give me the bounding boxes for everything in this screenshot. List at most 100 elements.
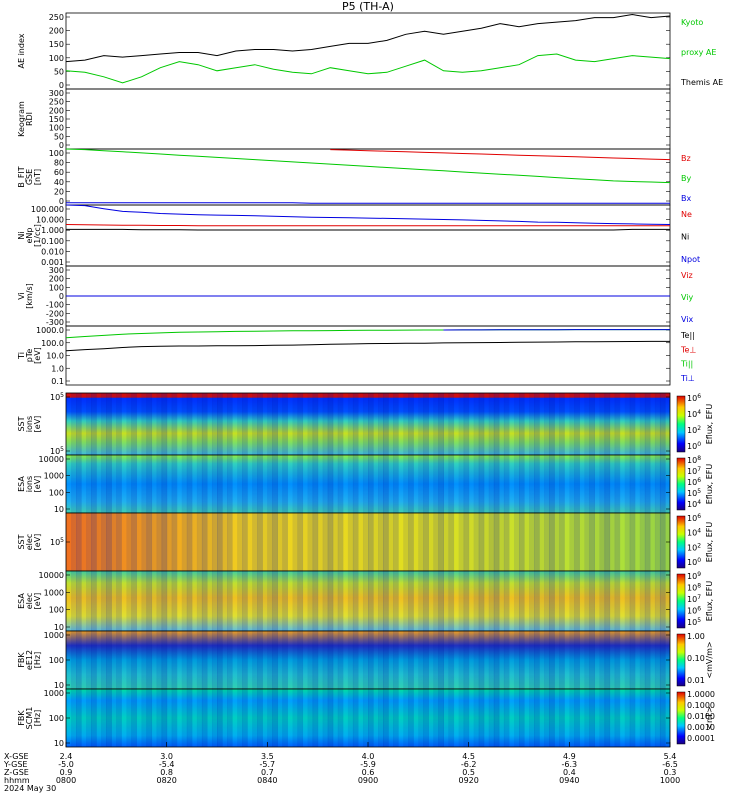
- heatmap-stripe: [458, 513, 465, 571]
- heatmap-stripe: [519, 513, 525, 571]
- heatmap-stripe: [111, 689, 117, 747]
- heatmap-stripe: [106, 689, 112, 747]
- heatmap-stripe: [393, 571, 399, 631]
- heatmap-stripe: [433, 631, 439, 689]
- heatmap-stripe: [574, 631, 580, 689]
- heatmap-stripe: [211, 631, 218, 689]
- heatmap-stripe: [237, 513, 243, 571]
- heatmap-stripe: [438, 455, 444, 513]
- heatmap-stripe: [322, 689, 329, 747]
- heatmap-stripe: [469, 455, 475, 513]
- heatmap-stripe: [161, 455, 168, 513]
- heatmap-stripe: [347, 513, 354, 571]
- heatmap-stripe: [423, 393, 429, 455]
- heatmap-stripe: [534, 393, 540, 455]
- heatmap-stripe: [574, 513, 580, 571]
- heatmap-stripe: [433, 455, 439, 513]
- heatmap-stripe: [554, 513, 560, 571]
- y-tick-label: 100: [49, 656, 64, 665]
- heatmap-stripe: [539, 393, 545, 455]
- heatmap-stripe: [303, 631, 309, 689]
- heatmap-stripe: [544, 513, 550, 571]
- x-tick-hhmm: 0840: [257, 776, 277, 785]
- heatmap-stripe: [635, 571, 641, 631]
- heatmap-stripe: [544, 571, 550, 631]
- heatmap-stripe: [469, 571, 475, 631]
- heatmap-stripe: [524, 455, 530, 513]
- heatmap-stripe: [242, 689, 248, 747]
- heatmap-stripe: [186, 689, 193, 747]
- heatmap-stripe: [81, 631, 87, 689]
- heatmap-stripe: [458, 631, 465, 689]
- heatmap-stripe: [524, 571, 530, 631]
- heatmap-stripe: [433, 689, 439, 747]
- y-axis-label: [eV]: [33, 347, 42, 364]
- heatmap-stripe: [614, 571, 621, 631]
- heatmap-stripe: [303, 455, 309, 513]
- heatmap-stripe: [237, 689, 243, 747]
- heatmap-stripe: [166, 689, 173, 747]
- y-axis-label: elec: [25, 534, 34, 550]
- heatmap-stripe: [599, 631, 606, 689]
- heatmap-stripe: [337, 393, 344, 455]
- heatmap-stripe: [388, 689, 394, 747]
- heatmap-stripe: [408, 571, 414, 631]
- heatmap-stripe: [639, 455, 646, 513]
- heatmap-stripe: [116, 631, 122, 689]
- heatmap-stripe: [358, 571, 364, 631]
- heatmap-stripe: [282, 689, 288, 747]
- x-tick-zgse: 0.7: [261, 768, 274, 777]
- heatmap-stripe: [579, 689, 585, 747]
- heatmap-stripe: [292, 571, 299, 631]
- panel-frame: [65, 12, 671, 90]
- colorbar-tick-label: 102: [687, 425, 701, 435]
- heatmap-stripe: [659, 689, 666, 747]
- heatmap-stripe: [96, 393, 102, 455]
- colorbar-label: <mV/m>: [705, 641, 714, 678]
- heatmap-stripe: [513, 393, 520, 455]
- y-tick-label: 20: [54, 187, 64, 196]
- panel-ae: 250 200 150 100 50 0 AE index Kyoto proxy AE Them…: [17, 12, 723, 90]
- heatmap-stripe: [659, 513, 666, 571]
- heatmap-stripe: [252, 513, 258, 571]
- y-axis-label: SST: [17, 534, 26, 549]
- y-tick-label: 100: [49, 149, 64, 158]
- heatmap-stripe: [388, 631, 394, 689]
- heatmap-stripe: [211, 689, 218, 747]
- heatmap-stripe: [186, 393, 193, 455]
- heatmap-stripe: [81, 689, 87, 747]
- x-tick-ygse: -5.7: [260, 760, 276, 769]
- heatmap-stripe: [559, 455, 565, 513]
- heatmap-stripe: [574, 571, 580, 631]
- colorbar-label: Eflux, EFU: [705, 464, 714, 505]
- y-tick-label: 0.001: [41, 258, 64, 267]
- heatmap-stripe: [116, 571, 122, 631]
- x-tick-hhmm: 0800: [56, 776, 76, 785]
- heatmap-stripe: [654, 513, 661, 571]
- heatmap-stripe: [222, 393, 228, 455]
- heatmap-stripe: [111, 513, 117, 571]
- heatmap-stripe: [599, 393, 606, 455]
- y-axis-label: eNp: [25, 228, 34, 244]
- heatmap-stripe: [222, 689, 228, 747]
- heatmap-stripe: [307, 571, 314, 631]
- y-tick-label: 1000: [44, 689, 64, 698]
- panel-fbk_e: 1.00 0.10 0.01<mV/m> 1000 100 10 FBK eE12 [Hz]: [17, 630, 714, 690]
- heatmap-stripe: [584, 393, 590, 455]
- heatmap-stripe: [659, 631, 666, 689]
- heatmap-stripe: [317, 631, 324, 689]
- heatmap-stripe: [624, 689, 631, 747]
- y-tick-label: 100: [49, 54, 64, 63]
- heatmap-stripe: [161, 513, 168, 571]
- heatmap-stripe: [448, 513, 455, 571]
- heatmap-stripe: [247, 393, 253, 455]
- heatmap-stripe: [277, 393, 283, 455]
- heatmap-stripe: [307, 513, 314, 571]
- y-axis-label: [km/s]: [25, 283, 34, 309]
- heatmap-stripe: [156, 513, 163, 571]
- colorbar-tick-label: 108: [687, 455, 701, 465]
- heatmap-stripe: [589, 631, 595, 689]
